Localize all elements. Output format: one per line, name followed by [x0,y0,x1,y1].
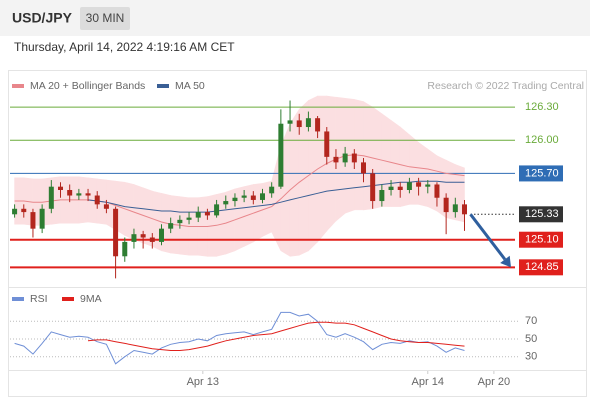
indicator-line [87,321,465,351]
candle-body [214,204,220,216]
candle-body [186,217,192,220]
legend-swatch [62,297,74,301]
candle-body [232,197,238,202]
candle-body [204,212,210,216]
candle-body [342,153,348,163]
candle-body [269,186,275,194]
candle-body [39,208,45,229]
bollinger-band [124,181,135,241]
moving-average [87,180,465,213]
candle-body [103,204,109,209]
x-tick-label: Apr 13 [187,376,219,388]
bollinger-band [317,95,328,243]
candle-body [122,241,128,257]
candle-body [223,201,229,205]
level-label-box [519,259,563,276]
candle-body [12,208,18,215]
interval-box [80,7,130,30]
candle-body [443,197,449,213]
level-label-box [519,231,563,248]
bollinger-band [243,184,254,247]
candle-body [76,193,82,196]
candle-body [241,195,247,198]
candle-body [113,208,119,257]
legend-label: MA 50 [175,80,205,92]
level-label: 125.33 [525,208,559,220]
level-label-box [519,206,563,223]
candle-body [462,204,467,215]
bollinger-band [326,95,337,232]
candle-body [324,131,330,157]
candle-body [260,193,265,200]
level-label: 125.70 [525,167,559,179]
candle-body [379,190,385,202]
candle-body [67,190,73,196]
candle-body [452,204,458,213]
watermark: Research © 2022 Trading Central [427,80,584,92]
candle-body [305,118,311,128]
legend-swatch [12,84,24,88]
legend-label: MA 20 + Bollinger Bands [30,80,145,92]
candle-body [85,193,91,196]
candle-body [287,120,293,124]
legend-swatch [157,84,169,88]
interval: 30 MIN [86,11,125,25]
candle-body [416,182,422,187]
candle-body [434,184,440,198]
level-label-box [519,165,563,182]
candle-body [58,186,63,190]
timestamp: Thursday, April 14, 2022 4:19:16 AM CET [14,40,235,54]
level-label: 126.30 [525,101,559,113]
candle-body [315,118,321,132]
bollinger-band [418,141,429,207]
y-tick-label: 30 [525,351,537,363]
candle-body [333,156,339,163]
bollinger-band [427,148,438,212]
candle-body [159,228,164,242]
candle-body [250,195,256,200]
panel-border [8,70,587,397]
legend-label: 9MA [80,293,102,305]
x-tick-label: Apr 20 [478,376,510,388]
legend-swatch [12,297,24,301]
legend-label: RSI [30,293,48,305]
symbol: USD/JPY [12,10,73,26]
y-tick-label: 70 [525,315,537,327]
candle-body [149,237,155,242]
candle-body [397,186,403,190]
y-tick-label: 50 [525,333,537,345]
candle-body [131,234,137,242]
candle-body [21,208,27,213]
candle-body [177,219,183,224]
candle-body [351,153,357,163]
level-label: 124.85 [525,261,559,273]
projection-arrow [469,213,507,261]
candle-body [94,195,100,205]
candle-body [406,182,412,190]
candle-body [140,234,146,238]
candle-body [195,212,201,218]
candle-body [296,120,302,128]
projection-arrowhead [500,255,511,268]
x-tick-label: Apr 14 [412,376,444,388]
candle-body [168,223,174,229]
candle-body [370,173,376,202]
candle-body [388,186,394,190]
level-label: 126.00 [525,134,559,146]
candle-body [278,123,284,187]
candle-body [30,212,36,229]
candle-body [425,184,431,187]
level-label: 125.10 [525,234,559,246]
candle-body [48,186,54,209]
bollinger-band [409,134,419,205]
indicator-line [14,311,465,365]
candle-body [361,162,366,174]
